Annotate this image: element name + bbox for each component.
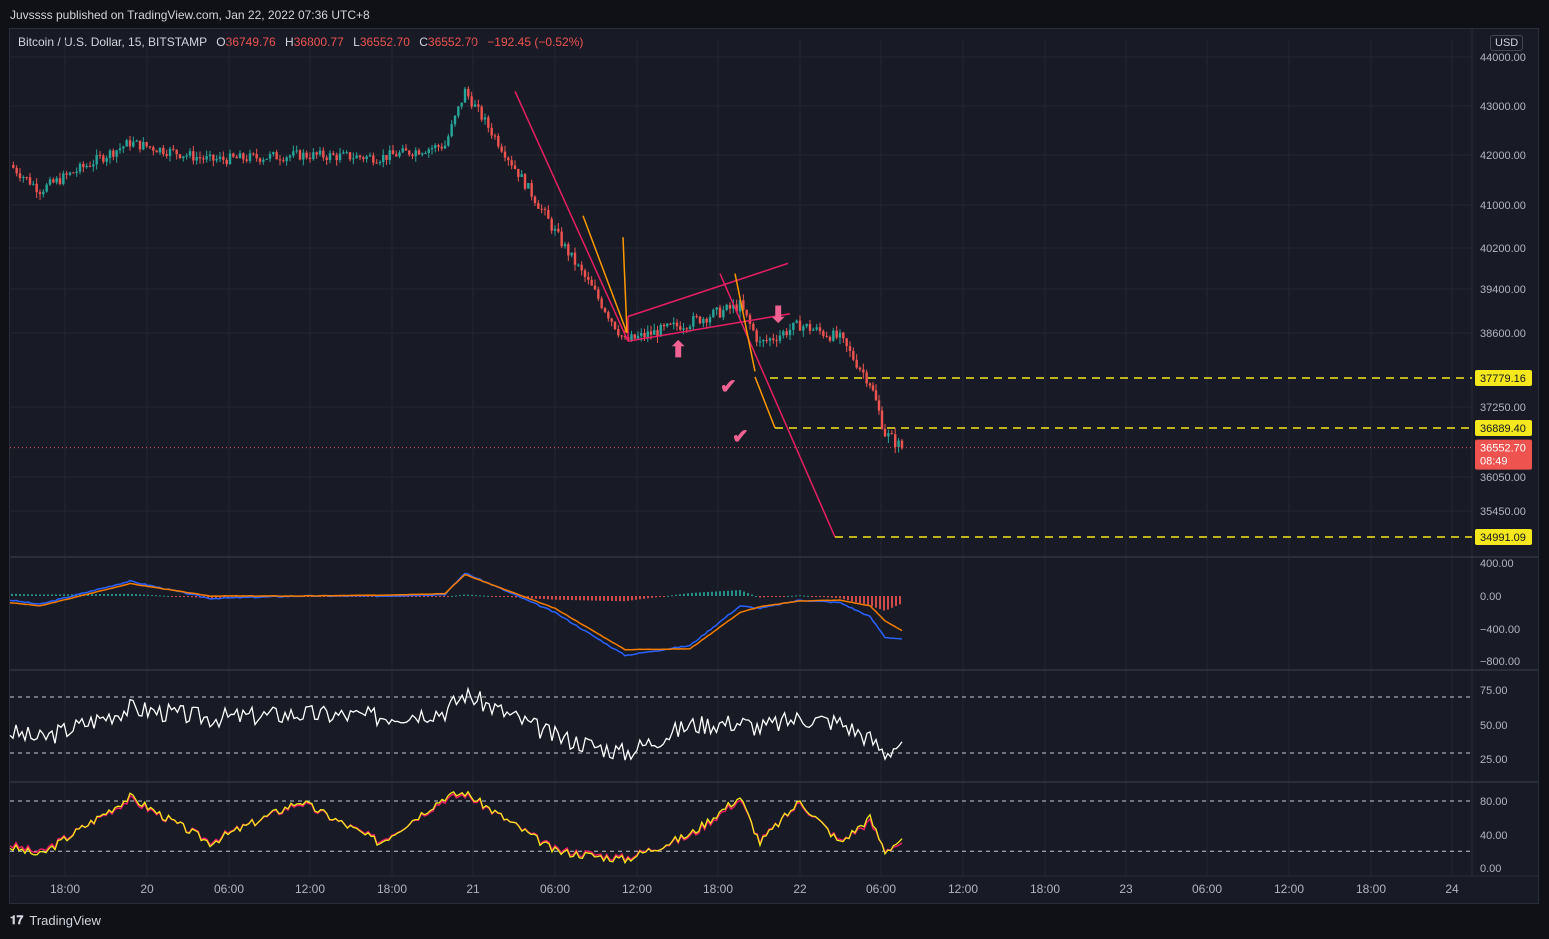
close-label: C	[419, 35, 428, 49]
currency-badge[interactable]: USD	[1490, 35, 1524, 51]
symbol-title[interactable]: Bitcoin / U.S. Dollar, 15, BITSTAMP	[18, 35, 207, 49]
open-value: 36749.76	[225, 35, 276, 49]
change-value: −192.45 (−0.52%)	[487, 35, 584, 49]
tradingview-wordmark: TradingView	[29, 913, 101, 928]
ohlc-legend: Bitcoin / U.S. Dollar, 15, BITSTAMP O367…	[18, 35, 583, 49]
high-value: 36800.77	[293, 35, 344, 49]
low-value: 36552.70	[359, 35, 410, 49]
chart-frame[interactable]	[9, 28, 1539, 904]
publisher-line: Juvssss published on TradingView.com, Ja…	[10, 8, 370, 22]
close-value: 36552.70	[427, 35, 478, 49]
high-label: H	[285, 35, 294, 49]
low-label: L	[353, 35, 360, 49]
tradingview-footer: 𝟏𝟕 TradingView	[10, 913, 101, 928]
open-label: O	[216, 35, 226, 49]
tradingview-logo-icon: 𝟏𝟕	[10, 913, 24, 927]
